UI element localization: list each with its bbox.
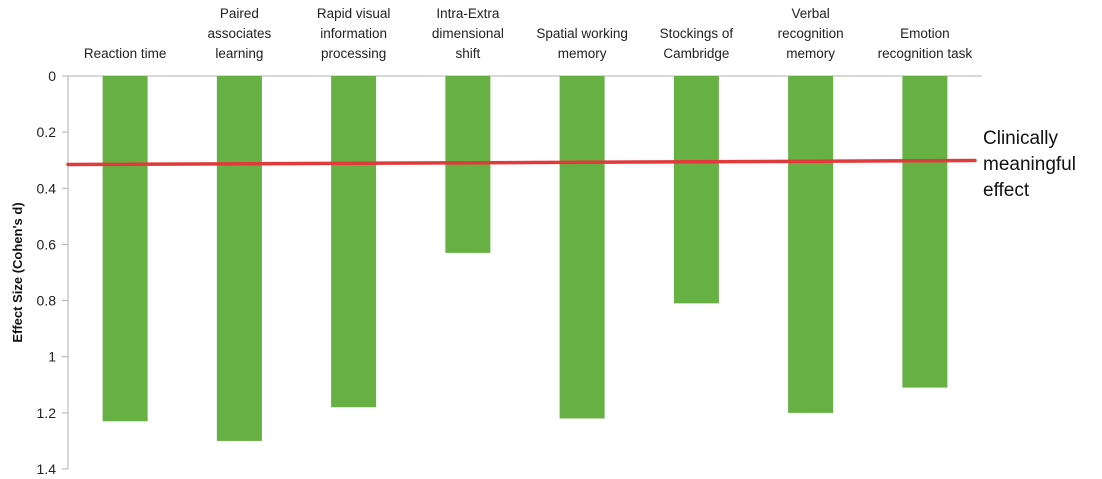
category-labels: Reaction time Paired associates learning Rap… (84, 6, 973, 61)
reference-line-label: Clinically (983, 128, 1058, 149)
category-label: memory (558, 46, 607, 61)
y-tick-label: 0.4 (37, 180, 57, 196)
category-label: learning (215, 46, 263, 61)
y-tick-labels: 0 0.2 0.4 0.6 0.8 1 1.2 1.4 (37, 68, 57, 477)
y-tick-label: 0.6 (37, 236, 57, 252)
chart-bars (102, 76, 948, 441)
category-label: dimensional (432, 26, 504, 41)
bar (331, 76, 377, 408)
y-tick-label: 0.2 (37, 124, 57, 140)
y-tick-label: 1.2 (37, 405, 57, 421)
bar (102, 76, 148, 422)
bar (902, 76, 948, 388)
category-label: memory (786, 46, 835, 61)
bar (216, 76, 262, 441)
clinically-meaningful-line (66, 158, 977, 167)
bar (673, 76, 719, 304)
category-label: recognition task (878, 46, 973, 61)
category-label: associates (207, 26, 271, 41)
category-label: Paired (220, 6, 259, 21)
category-label: shift (455, 46, 480, 61)
bar (788, 76, 834, 413)
category-label: Verbal (791, 6, 829, 21)
y-tick-label: 1 (48, 349, 56, 365)
y-tick-label: 1.4 (37, 461, 57, 477)
category-label: Intra-Extra (436, 6, 500, 21)
y-tick-label: 0 (48, 68, 56, 84)
category-label: Cambridge (663, 46, 729, 61)
chart-axes (62, 75, 982, 470)
reference-line-group: Clinically meaningful effect (66, 128, 1076, 201)
y-tick-label: 0.8 (37, 293, 57, 309)
category-label: Rapid visual (317, 6, 391, 21)
category-label: recognition (778, 26, 844, 41)
category-label: information (320, 26, 387, 41)
category-label: processing (321, 46, 386, 61)
category-label: Reaction time (84, 46, 167, 61)
bar (559, 76, 605, 419)
reference-line-label: meaningful (983, 154, 1076, 175)
reference-line-label: effect (983, 180, 1030, 201)
y-axis-label: Effect Size (Cohen's d) (10, 202, 25, 342)
category-label: Spatial working (536, 26, 628, 41)
category-label: Stockings of (660, 26, 734, 41)
category-label: Emotion (900, 26, 950, 41)
